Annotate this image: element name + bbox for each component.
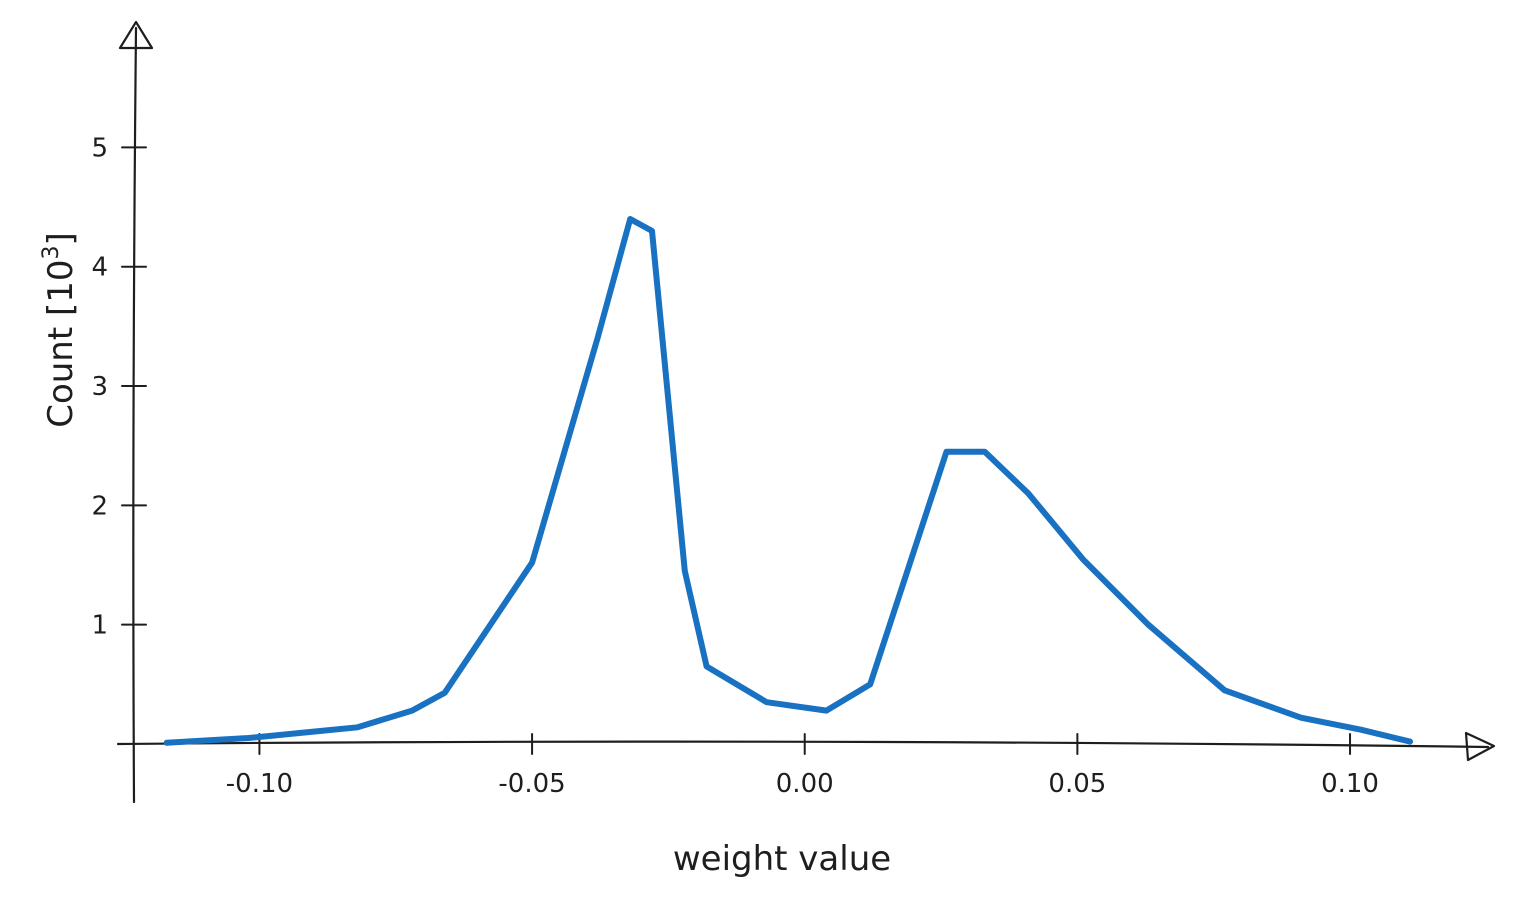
x-axis-arrowhead xyxy=(1464,731,1496,762)
x-tick-label: -0.05 xyxy=(498,769,565,799)
y-axis-label: Count [103] xyxy=(39,232,81,428)
x-tick-label: -0.10 xyxy=(226,769,293,799)
x-ticks: -0.10 -0.05 0.00 0.05 0.10 xyxy=(226,733,1379,799)
axes xyxy=(116,20,1496,804)
y-tick-label: 1 xyxy=(91,611,108,641)
y-axis-label-main: Count [10 xyxy=(41,259,81,427)
y-ticks: 1 2 3 4 5 xyxy=(91,133,147,641)
x-tick-label: 0.00 xyxy=(776,769,834,799)
x-tick-label: 0.05 xyxy=(1048,769,1106,799)
y-tick-label: 5 xyxy=(91,133,108,163)
y-axis-label-sup: 3 xyxy=(39,245,64,259)
x-axis-line xyxy=(116,740,1490,749)
y-tick-label: 4 xyxy=(91,253,108,283)
y-tick-label: 2 xyxy=(91,491,108,521)
series-line-0 xyxy=(163,216,1413,746)
x-tick-label: 0.10 xyxy=(1321,769,1379,799)
y-axis-label-close: ] xyxy=(41,232,81,245)
y-axis-arrowhead xyxy=(118,20,154,50)
y-axis-line xyxy=(132,26,138,804)
y-tick-label: 3 xyxy=(91,372,108,402)
series-layer xyxy=(163,216,1413,746)
x-axis-label: weight value xyxy=(673,839,891,879)
